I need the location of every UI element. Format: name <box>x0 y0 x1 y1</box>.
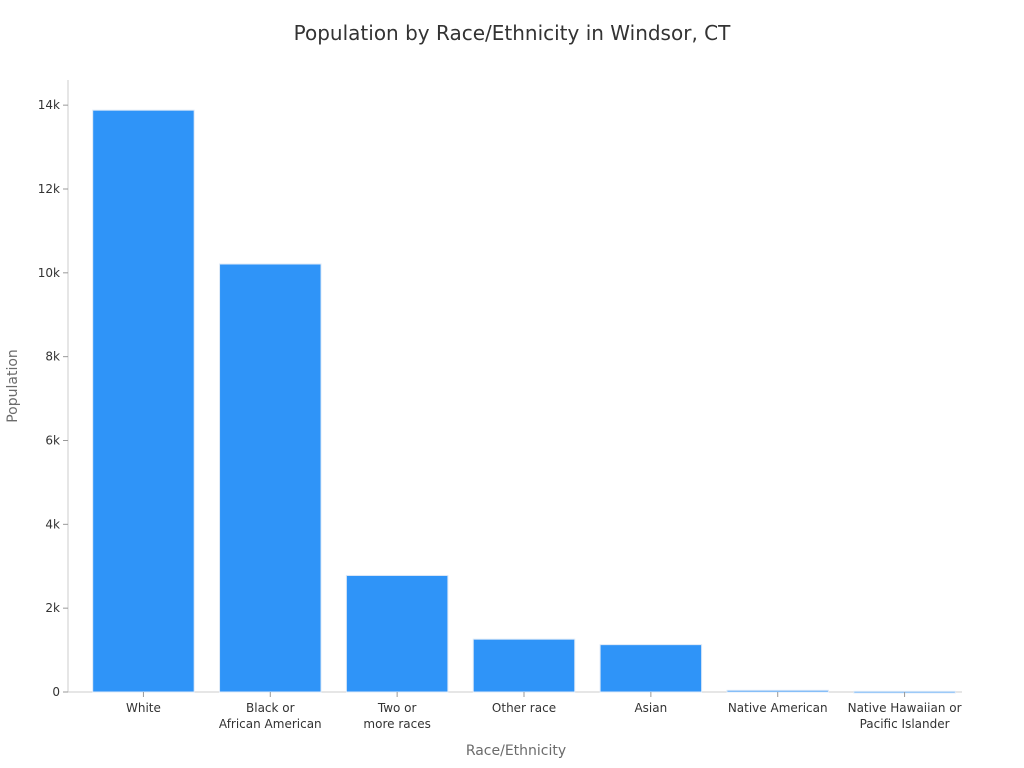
x-tick-label: Native American <box>728 701 828 715</box>
x-tick-label-line: more races <box>363 717 430 731</box>
y-tick-label: 2k <box>45 601 60 615</box>
x-tick-label-line: Other race <box>492 701 556 715</box>
x-tick-label-line: Two or <box>377 701 417 715</box>
y-tick-label: 0 <box>52 685 60 699</box>
y-tick-label: 10k <box>38 266 60 280</box>
x-axis-ticks: White Black or African American Two or more … <box>126 692 962 731</box>
y-axis-title: Population <box>5 349 21 423</box>
x-tick-label: Two or more races <box>363 701 430 731</box>
y-tick-label: 12k <box>38 182 60 196</box>
x-tick-label-line: Native Hawaiian or <box>848 701 962 715</box>
x-tick-label-line: Pacific Islander <box>860 717 950 731</box>
y-tick-label: 6k <box>45 433 60 447</box>
y-tick-label: 14k <box>38 98 60 112</box>
x-tick-label-line: Native American <box>728 701 828 715</box>
chart-title: Population by Race/Ethnicity in Windsor,… <box>294 21 731 45</box>
bar <box>92 109 195 693</box>
x-axis-title: Race/Ethnicity <box>466 743 566 759</box>
y-tick-label: 8k <box>45 350 60 364</box>
bar <box>599 644 703 693</box>
x-tick-label-line: Asian <box>634 701 667 715</box>
x-tick-label-line: Black or <box>246 701 295 715</box>
bar <box>345 574 449 693</box>
x-tick-label: Asian <box>634 701 667 715</box>
x-tick-label: Native Hawaiian or Pacific Islander <box>848 701 962 731</box>
y-axis-ticks: 0 2k 4k 6k 8k 10k 12k 14k <box>38 98 68 699</box>
x-tick-label-line: African American <box>219 717 322 731</box>
x-tick-label: White <box>126 701 161 715</box>
bar <box>726 689 829 693</box>
bar <box>472 638 576 693</box>
x-tick-label: Other race <box>492 701 556 715</box>
x-tick-label-line: White <box>126 701 161 715</box>
bar <box>219 263 322 693</box>
y-tick-label: 4k <box>45 517 60 531</box>
x-tick-label: Black or African American <box>219 701 322 731</box>
bars-group <box>92 109 956 694</box>
